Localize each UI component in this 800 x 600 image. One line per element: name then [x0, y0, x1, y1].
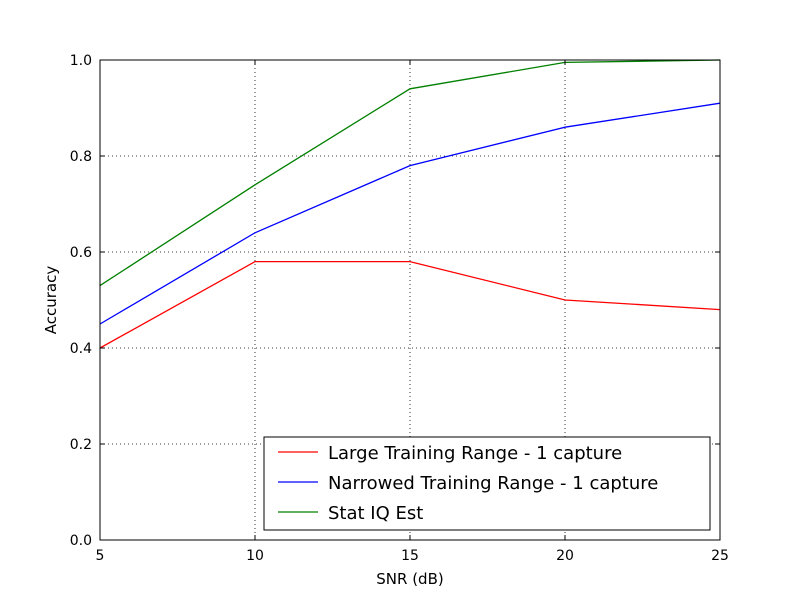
- y-tick-label: 0.4: [70, 341, 92, 357]
- y-tick-label: 0.2: [70, 437, 92, 453]
- series-lines: [99, 59, 721, 349]
- legend: Large Training Range - 1 capture Narrowe…: [263, 436, 711, 531]
- x-tick-label: 10: [246, 548, 264, 564]
- x-tick-label: 15: [401, 548, 419, 564]
- y-tick-label: 0.0: [70, 533, 92, 549]
- axis-ticks: 5 10 15 20 25 0.0 0.2 0.4 0.6 0.8 1.0: [70, 53, 729, 564]
- series-line-1: [99, 260, 721, 349]
- series-line-3: [99, 59, 721, 287]
- y-axis-label: Accuracy: [42, 266, 60, 335]
- x-axis-label: SNR (dB): [376, 570, 443, 588]
- y-tick-label: 0.8: [70, 149, 92, 165]
- x-tick-label: 20: [556, 548, 574, 564]
- x-tick-label: 25: [711, 548, 729, 564]
- x-tick-label: 5: [96, 548, 105, 564]
- legend-label-large: Large Training Range - 1 capture: [328, 443, 622, 464]
- legend-label-statiq: Stat IQ Est: [328, 503, 423, 524]
- y-tick-label: 1.0: [70, 53, 92, 69]
- legend-box: [263, 436, 711, 531]
- y-tick-label: 0.6: [70, 245, 92, 261]
- series-line-2: [99, 102, 721, 325]
- legend-label-narrowed: Narrowed Training Range - 1 capture: [328, 473, 658, 494]
